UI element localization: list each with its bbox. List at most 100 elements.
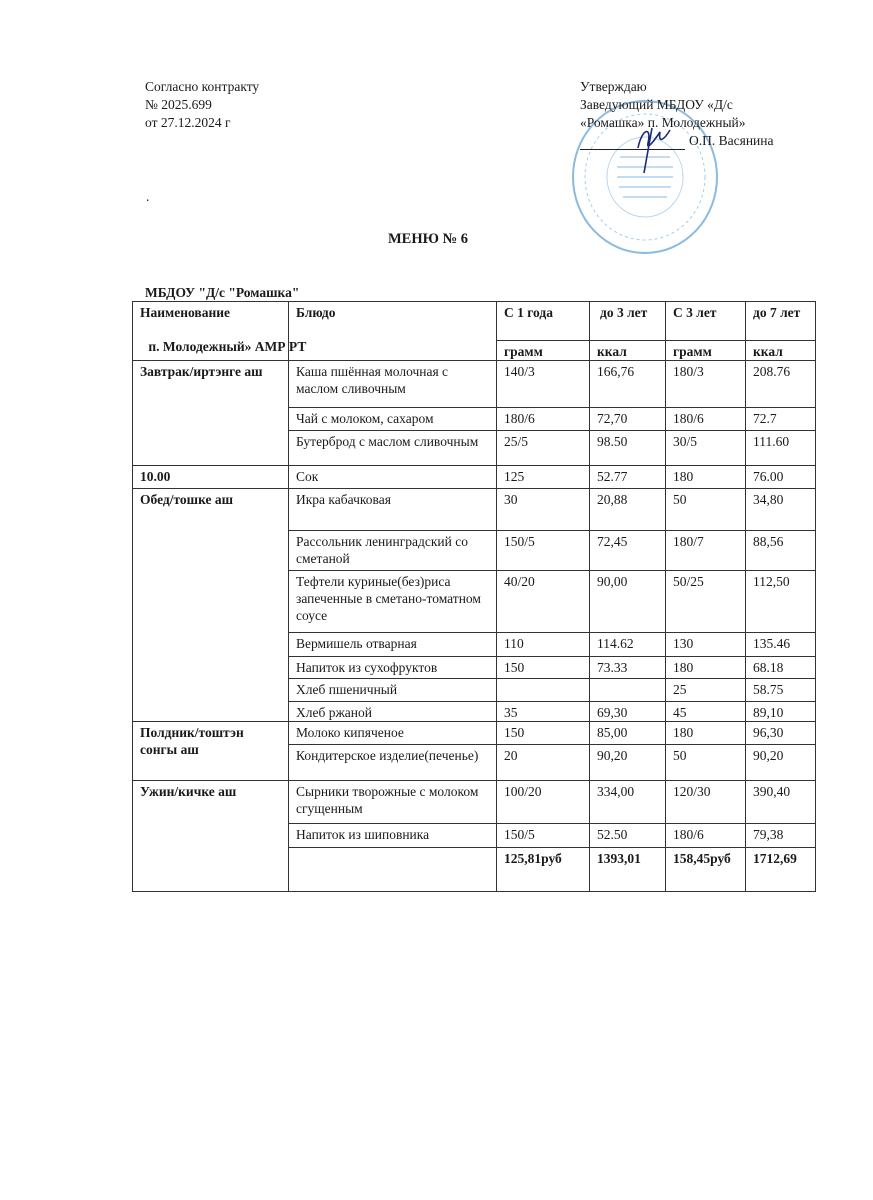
dish-cell: Хлеб пшеничный [288, 678, 497, 702]
kcal-3-7: 135.46 [745, 632, 816, 657]
kcal-1-3: 334,00 [589, 780, 666, 824]
table-row: 10.00 Сок 125 52.77 180 76.00 [132, 465, 816, 489]
kcal-1-3: 85,00 [589, 721, 666, 745]
approval-block: Утверждаю Заведующий МБДОУ «Д/с «Ромашка… [580, 78, 774, 150]
grams-1-3: 100/20 [496, 780, 590, 824]
grams-1-3: 150/5 [496, 823, 590, 848]
kcal-1-3: 20,88 [589, 488, 666, 531]
grams-1-3: 40/20 [496, 570, 590, 633]
dish-cell: Чай с молоком, сахаром [288, 407, 497, 431]
kcal-3-7: 111.60 [745, 430, 816, 466]
kcal-1-3: 73.33 [589, 656, 666, 679]
kcal-3-7: 72.7 [745, 407, 816, 431]
kcal-3-7: 34,80 [745, 488, 816, 531]
header-dish: Блюдо [288, 301, 497, 361]
kcal-3-7: 112,50 [745, 570, 816, 633]
subheader-kcal: ккал [745, 340, 816, 361]
table-row: Рассольник ленинградский со сметаной 150/… [133, 530, 816, 571]
kcal-1-3: 90,00 [589, 570, 666, 633]
dish-cell: Сырники творожные с молоком сгущенным [288, 780, 497, 824]
kcal-3-7: 96,30 [745, 721, 816, 745]
header-age2: С 3 лет [665, 301, 746, 341]
dish-cell: Хлеб ржаной [288, 701, 497, 722]
kcal-1-3: 90,20 [589, 744, 666, 781]
header-age1-to: до 3 лет [589, 301, 666, 341]
kcal-1-3: 52.77 [589, 465, 666, 489]
approval-label: Утверждаю [580, 79, 647, 94]
subheader-kcal: ккал [589, 340, 666, 361]
stray-dot: . [146, 189, 150, 204]
grams-3-7: 45 [665, 701, 746, 722]
dish-cell: Сок [288, 465, 497, 489]
table-row: Тефтели куриные(без)риса запеченные в см… [133, 570, 816, 633]
kcal-1-3: 72,70 [589, 407, 666, 431]
grams-1-3: 25/5 [496, 430, 590, 466]
table-row: Чай с молоком, сахаром 180/6 72,70 180/6 72.… [133, 407, 816, 431]
grams-3-7: 180 [665, 465, 746, 489]
dish-cell: Каша пшённая молочная с маслом сливочным [288, 360, 497, 408]
signature-icon [637, 127, 671, 174]
kcal-3-7: 90,20 [745, 744, 816, 781]
approver-org: «Ромашка» п. Молодежный» [580, 115, 746, 130]
kcal-1-3: 69,30 [589, 701, 666, 722]
total-g1: 125,81руб [496, 847, 590, 892]
grams-3-7: 50 [665, 488, 746, 531]
table-row: Завтрак/иртэнге аш Каша пшённая молочная … [132, 360, 816, 466]
grams-3-7: 120/30 [665, 780, 746, 824]
header-name: Наименование [132, 301, 289, 361]
kcal-1-3: 52.50 [589, 823, 666, 848]
table-row: Ужин/кичке аш Сырники творожные с молоком… [132, 780, 816, 892]
grams-3-7: 180 [665, 656, 746, 679]
totals-empty [288, 847, 497, 892]
grams-1-3: 35 [496, 701, 590, 722]
dish-cell: Рассольник ленинградский со сметаной [288, 530, 497, 571]
total-k1: 1393,01 [589, 847, 666, 892]
contract-line: Согласно контракту [145, 79, 260, 94]
grams-3-7: 180 [665, 721, 746, 745]
grams-3-7: 180/3 [665, 360, 746, 408]
grams-1-3: 150/5 [496, 530, 590, 571]
meal-cell: Полдник/тоштэн сонгы аш [132, 721, 289, 781]
table-row: Бутерброд с маслом сливочным 25/5 98.50 30/… [133, 430, 816, 466]
grams-3-7: 180/6 [665, 823, 746, 848]
dish-cell: Вермишель отварная [288, 632, 497, 657]
kcal-3-7: 58.75 [745, 678, 816, 702]
grams-3-7: 50 [665, 744, 746, 781]
kcal-3-7: 88,56 [745, 530, 816, 571]
page-title: МЕНЮ № 6 [388, 231, 469, 247]
grams-3-7: 50/25 [665, 570, 746, 633]
menu-table: Наименование Блюдо С 1 года до 3 лет С 3… [132, 301, 816, 892]
kcal-1-3: 98.50 [589, 430, 666, 466]
grams-3-7: 130 [665, 632, 746, 657]
kcal-3-7: 76.00 [745, 465, 816, 489]
grams-1-3: 150 [496, 656, 590, 679]
grams-1-3 [496, 678, 590, 702]
dish-cell: Молоко кипяченое [288, 721, 497, 745]
approver-position: Заведующий МБДОУ «Д/с [580, 97, 733, 112]
meal-cell: Обед/тошке аш [132, 488, 289, 722]
header-age1: С 1 года [496, 301, 590, 341]
subheader-gram: грамм [665, 340, 746, 361]
subheader-row: грамм ккал грамм ккал [133, 340, 816, 361]
table-row: Кондитерское изделие(печенье) 20 90,20 50 90… [133, 744, 816, 781]
grams-1-3: 150 [496, 721, 590, 745]
table-row: Напиток из шиповника 150/5 52.50 180/6 79,38 [133, 823, 816, 848]
kcal-1-3: 72,45 [589, 530, 666, 571]
table-row: Хлеб пшеничный 25 58.75 [133, 678, 816, 702]
contract-info: Согласно контракту № 2025.699 от 27.12.2… [145, 78, 259, 132]
grams-1-3: 180/6 [496, 407, 590, 431]
dish-cell: Икра кабачковая [288, 488, 497, 531]
table-row: Напиток из сухофруктов 150 73.33 180 68.18 [133, 656, 816, 679]
grams-3-7: 180/6 [665, 407, 746, 431]
kcal-3-7: 89,10 [745, 701, 816, 722]
approver-name: О.П. Васянина [689, 133, 774, 148]
total-k2: 1712,69 [745, 847, 816, 892]
totals-row: 125,81руб 1393,01 158,45руб 1712,69 [133, 847, 816, 892]
meal-cell: Ужин/кичке аш [132, 780, 289, 892]
header-age2-to: до 7 лет [745, 301, 816, 341]
grams-3-7: 30/5 [665, 430, 746, 466]
kcal-1-3 [589, 678, 666, 702]
meal-cell: Завтрак/иртэнге аш [132, 360, 289, 466]
table-row: Полдник/тоштэн сонгы аш Молоко кипяченое 1… [132, 721, 816, 781]
table-row: Обед/тошке аш Икра кабачковая 30 20,88 50 34,… [132, 488, 816, 722]
